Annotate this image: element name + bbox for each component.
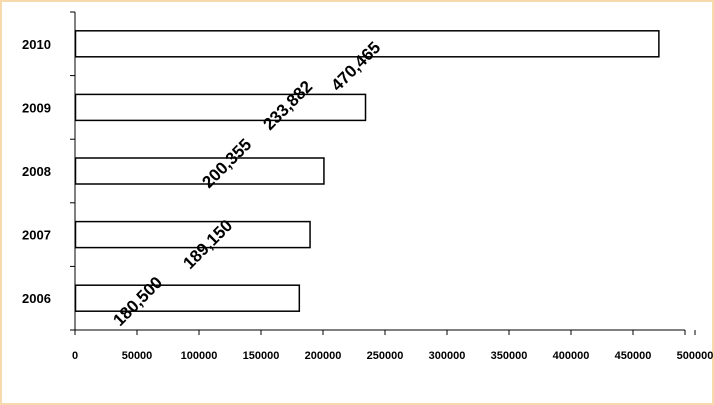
category-label-2008: 2008 [22,164,51,179]
x-tick-label: 0 [72,350,78,362]
x-tick-label: 300000 [429,350,466,362]
x-tick-label: 250000 [367,350,404,362]
x-tick-label: 100000 [181,350,218,362]
x-tick-label: 50000 [122,350,153,362]
bar-2010 [74,30,660,58]
x-tick-label: 400000 [553,350,590,362]
x-tick-labels: 0 50000 100000 150000 200000 250000 300000 3500… [72,350,713,362]
bar-series [74,30,660,312]
x-tick-label: 500000 [677,350,714,362]
x-tick-label: 200000 [305,350,342,362]
chart-axes [70,11,696,335]
category-label-2009: 2009 [22,100,51,115]
category-label-2010: 2010 [22,37,51,52]
bar-2007 [74,220,311,249]
bar-2009 [74,93,367,122]
category-label-2007: 2007 [22,228,51,243]
x-tick-label: 150000 [243,350,280,362]
x-tick-label: 350000 [491,350,528,362]
category-label-2006: 2006 [22,291,51,306]
x-tick-label: 450000 [615,350,652,362]
bar-2008 [74,157,325,185]
bar-2006 [74,284,301,312]
category-labels: 2006 2007 2008 2009 2010 [22,37,51,306]
